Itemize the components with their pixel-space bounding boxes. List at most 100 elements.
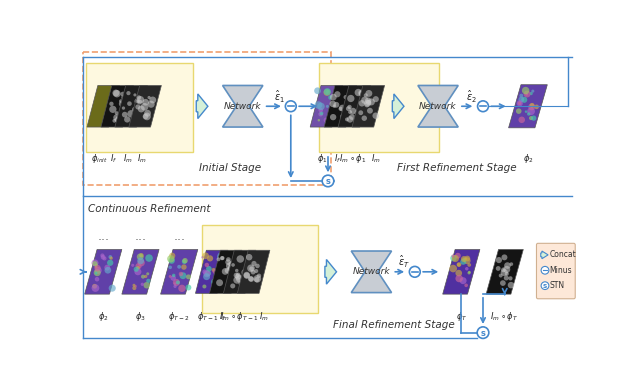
Circle shape: [217, 254, 224, 261]
Circle shape: [358, 110, 363, 115]
Circle shape: [100, 255, 106, 259]
Polygon shape: [325, 259, 337, 284]
Circle shape: [347, 116, 353, 123]
Circle shape: [249, 266, 254, 271]
Circle shape: [248, 276, 254, 282]
Circle shape: [137, 253, 143, 260]
Circle shape: [450, 255, 457, 261]
Circle shape: [344, 117, 348, 121]
Text: $\phi_2$: $\phi_2$: [98, 310, 109, 323]
Circle shape: [362, 116, 367, 121]
Polygon shape: [87, 85, 120, 127]
Circle shape: [285, 101, 296, 112]
Text: $\phi_{init}$: $\phi_{init}$: [91, 152, 108, 166]
Circle shape: [138, 105, 145, 112]
Circle shape: [122, 112, 127, 117]
Circle shape: [169, 253, 175, 259]
Circle shape: [323, 89, 330, 96]
Circle shape: [500, 269, 508, 276]
Circle shape: [314, 101, 322, 109]
Circle shape: [465, 283, 468, 287]
Circle shape: [317, 119, 320, 122]
Circle shape: [113, 114, 120, 121]
Circle shape: [257, 274, 261, 278]
Circle shape: [522, 87, 529, 94]
Polygon shape: [443, 249, 480, 294]
Circle shape: [137, 258, 144, 264]
Circle shape: [318, 112, 323, 117]
Circle shape: [141, 283, 144, 286]
Circle shape: [501, 268, 506, 272]
Circle shape: [134, 268, 141, 275]
Text: $\hat{\epsilon}_T$: $\hat{\epsilon}_T$: [397, 254, 410, 270]
Circle shape: [141, 275, 145, 279]
Text: $\phi_2$: $\phi_2$: [523, 152, 533, 166]
Circle shape: [334, 91, 340, 97]
Text: s: s: [543, 283, 547, 289]
Polygon shape: [209, 250, 242, 293]
Circle shape: [541, 266, 549, 274]
Text: Concat: Concat: [550, 250, 577, 259]
Circle shape: [109, 285, 116, 292]
Circle shape: [147, 96, 150, 99]
Circle shape: [500, 280, 506, 286]
Circle shape: [236, 275, 243, 283]
Circle shape: [333, 115, 338, 120]
Circle shape: [173, 282, 176, 285]
Circle shape: [140, 254, 142, 257]
Circle shape: [202, 270, 207, 274]
Circle shape: [508, 282, 515, 288]
Polygon shape: [509, 85, 547, 128]
Text: $I_f$: $I_f$: [111, 152, 118, 165]
Circle shape: [139, 253, 144, 258]
Polygon shape: [351, 251, 392, 293]
Circle shape: [344, 95, 348, 99]
Circle shape: [144, 275, 147, 278]
Circle shape: [468, 271, 471, 273]
Circle shape: [202, 256, 204, 258]
FancyBboxPatch shape: [536, 243, 575, 299]
Circle shape: [347, 95, 355, 102]
Circle shape: [317, 103, 324, 110]
Circle shape: [214, 283, 217, 286]
Circle shape: [108, 255, 112, 259]
Circle shape: [132, 286, 136, 290]
Circle shape: [504, 262, 511, 269]
Circle shape: [113, 90, 121, 97]
Circle shape: [135, 106, 141, 112]
Polygon shape: [541, 251, 548, 259]
Circle shape: [241, 283, 245, 287]
Text: $I_m\circ\phi_{T-1}$: $I_m\circ\phi_{T-1}$: [220, 310, 259, 323]
Circle shape: [177, 265, 181, 269]
Circle shape: [457, 262, 461, 267]
Circle shape: [169, 275, 172, 278]
Circle shape: [358, 90, 365, 97]
Circle shape: [372, 112, 379, 119]
Circle shape: [477, 327, 489, 338]
Circle shape: [173, 285, 177, 288]
Circle shape: [205, 270, 211, 276]
Circle shape: [220, 256, 224, 260]
Circle shape: [132, 284, 136, 287]
Circle shape: [521, 97, 527, 103]
Circle shape: [367, 108, 373, 114]
Circle shape: [477, 101, 488, 112]
Circle shape: [231, 263, 235, 267]
Circle shape: [504, 276, 509, 280]
Circle shape: [364, 100, 371, 107]
Circle shape: [451, 254, 454, 258]
Circle shape: [149, 97, 156, 104]
Circle shape: [529, 103, 534, 108]
Text: $I_m$: $I_m$: [137, 152, 147, 165]
Circle shape: [465, 267, 468, 271]
Circle shape: [324, 117, 329, 123]
Circle shape: [345, 117, 349, 121]
Circle shape: [124, 116, 131, 122]
Circle shape: [134, 98, 140, 104]
Circle shape: [342, 112, 346, 116]
Circle shape: [254, 277, 260, 282]
Circle shape: [204, 270, 211, 277]
Circle shape: [109, 102, 113, 106]
Circle shape: [326, 92, 328, 94]
Circle shape: [236, 273, 241, 277]
